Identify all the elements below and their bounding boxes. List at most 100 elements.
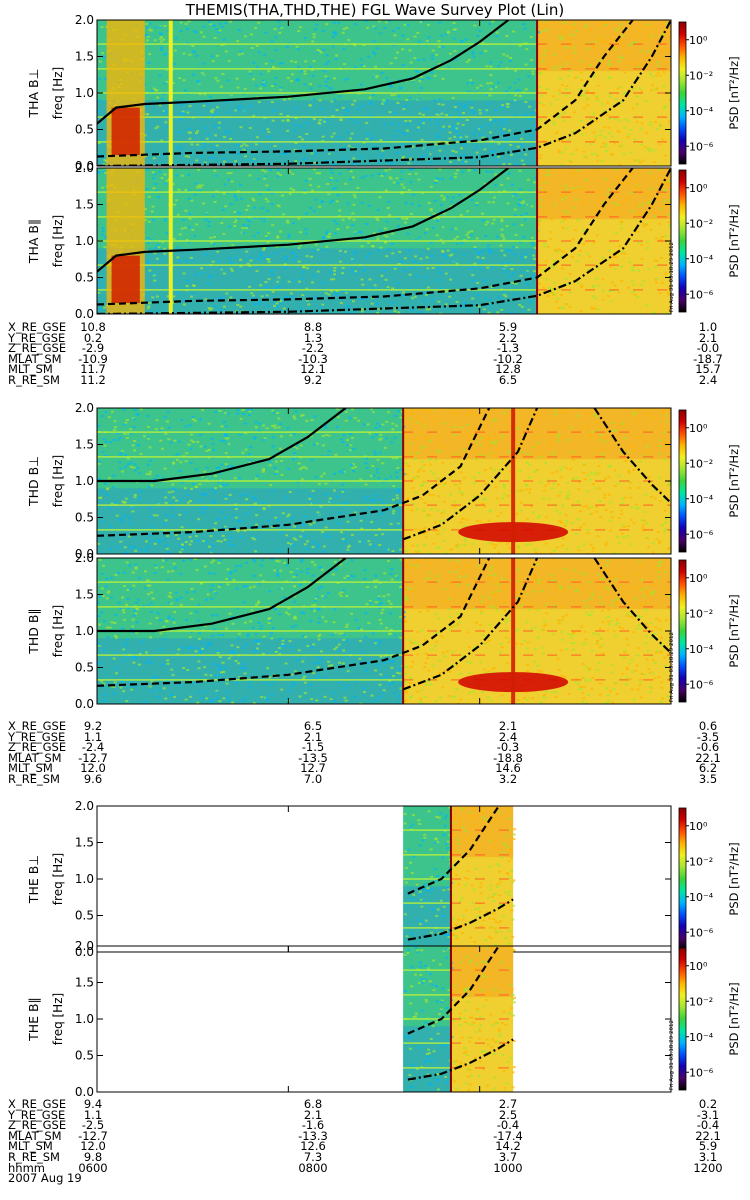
y-tick-label: 2.0 <box>75 939 94 953</box>
ephemeris-row-name: X_RE_GSE <box>8 320 67 334</box>
ephemeris-value: -12.7 <box>78 750 108 765</box>
ephemeris-value: 22.1 <box>695 750 721 765</box>
ephemeris-row-name: MLT_SM <box>8 1139 53 1154</box>
ephemeris-value: -2.4 <box>81 740 105 755</box>
colorbar-tick-label: 10⁻² <box>689 607 713 620</box>
ephemeris-value: -1.6 <box>301 1118 325 1133</box>
ephemeris-value: -18.8 <box>493 750 523 765</box>
frequency-curve-dashdot <box>407 1038 514 1081</box>
spectrogram-panel: 0.0 0.5 1.0 1.5 2.0 freq [Hz] THE B∥ 10⁰ 10⁻² 10⁻… <box>26 939 741 1099</box>
y-tick-label: 0.5 <box>75 123 94 137</box>
ephemeris-value: -0.0 <box>696 341 720 356</box>
colorbar-tick-label: 10⁻² <box>689 855 713 868</box>
ephemeris-value: -13.5 <box>298 750 328 765</box>
frequency-curve-dashdot <box>97 168 671 314</box>
colorbar-tick-label: 10⁰ <box>689 422 708 435</box>
y-tick-label: 0.0 <box>75 697 94 711</box>
colorbar-label: PSD [nT²/Hz] <box>727 594 741 667</box>
colorbar-tick-label: 10⁻⁶ <box>689 678 714 691</box>
frequency-curve-dashdot <box>407 898 514 941</box>
ephemeris-value: -2.5 <box>81 1118 105 1133</box>
ephemeris-value: 12.7 <box>300 761 326 776</box>
y-tick-label: 1.5 <box>75 198 94 212</box>
y-tick-label: 2.0 <box>75 551 94 565</box>
print-timestamp: Fri Aug 31 03:18:29 2012 <box>669 1020 675 1090</box>
ephemeris-value: 11.7 <box>80 362 106 377</box>
ephemeris-value: 2.5 <box>498 1107 518 1122</box>
colorbar-tick-label: 10⁻² <box>689 69 713 82</box>
y-tick-label: 0.5 <box>75 1049 94 1063</box>
y-tick-label: 0.5 <box>75 661 94 675</box>
ephemeris-value: 6.5 <box>303 719 323 733</box>
ephemeris-value: 1.1 <box>83 1107 103 1122</box>
ephemeris-row-name: R_RE_SM <box>8 1150 60 1164</box>
colorbar <box>678 21 687 165</box>
y-tick-label: 0.0 <box>75 1085 94 1099</box>
y-tick-label: 2.0 <box>75 799 94 813</box>
ephemeris-value: 6.8 <box>303 1097 323 1111</box>
spectrogram-panel: 0.0 0.5 1.0 1.5 2.0 freq [Hz] THA B⊥ 10⁰ 10⁻² 10⁻… <box>26 13 741 173</box>
ephemeris-value: -10.9 <box>78 351 108 366</box>
y-tick-label: 1.0 <box>75 474 94 488</box>
ephemeris-value: 2.4 <box>698 373 718 387</box>
ephemeris-value: 5.9 <box>698 1139 718 1154</box>
y-tick-label: 0.5 <box>75 511 94 525</box>
ephemeris-row-name: Z_RE_GSE <box>8 341 67 356</box>
colorbar-tick-label: 10⁰ <box>689 572 708 585</box>
ephemeris-value: 3.2 <box>498 772 518 786</box>
ephemeris-value: 9.2 <box>303 373 323 387</box>
colorbar <box>678 409 687 553</box>
figure-title: THEMIS(THA,THD,THE) FGL Wave Survey Plot… <box>185 1 565 19</box>
colorbar-tick-label: 10⁻⁶ <box>689 288 714 301</box>
panel-label: THE B∥ <box>26 997 41 1042</box>
y-tick-label: 1.5 <box>75 438 94 452</box>
ephemeris-value: 2.1 <box>498 719 518 733</box>
ephemeris-value: -13.3 <box>298 1128 328 1143</box>
colorbar-tick-label: 10⁰ <box>689 820 708 833</box>
burst-stripe <box>168 168 173 314</box>
frequency-curve-dashdot <box>402 558 539 691</box>
burst-core <box>111 255 140 304</box>
y-axis-label: freq [Hz] <box>51 853 65 905</box>
ephemeris-row-name: R_RE_SM <box>8 772 60 786</box>
spectrogram-panel: 0.0 0.5 1.0 1.5 2.0 freq [Hz] THD B∥ 10⁰ 10⁻² 10⁻… <box>26 551 741 711</box>
ephemeris-value: 7.0 <box>303 772 323 786</box>
panel-label: THA B∥ <box>26 219 41 264</box>
ephemeris-row-name: R_RE_SM <box>8 373 60 387</box>
frequency-curve-dashed <box>97 408 491 537</box>
x-tick-label: 1200 <box>693 1160 723 1175</box>
colorbar-tick-label: 10⁻² <box>689 217 713 230</box>
colorbar-tick-label: 10⁻⁴ <box>689 643 714 656</box>
ephemeris-value: -1.5 <box>301 740 325 755</box>
colorbar-tick-label: 10⁻² <box>689 995 713 1008</box>
y-tick-label: 2.0 <box>75 401 94 415</box>
frequency-curve-dashed <box>407 806 500 895</box>
panel-label: THD B⊥ <box>26 456 41 507</box>
y-tick-label: 2.0 <box>75 13 94 27</box>
colorbar-tick-label: 10⁻⁶ <box>689 926 714 939</box>
y-tick-label: 1.5 <box>75 976 94 990</box>
colorbar-tick-label: 10⁻⁶ <box>689 528 714 541</box>
time-axis-label: hhmm <box>8 1160 45 1175</box>
ephemeris-value: 2.4 <box>498 729 518 744</box>
ephemeris-row-name: Y_RE_GSE <box>8 1107 66 1122</box>
colorbar-tick-label: 10⁻⁴ <box>689 493 714 506</box>
ephemeris-row-name: X_RE_GSE <box>8 719 67 733</box>
panel-label: THE B⊥ <box>26 855 41 904</box>
y-tick-label: 0.5 <box>75 271 94 285</box>
ephemeris-value: 0.2 <box>698 1097 718 1111</box>
colorbar-label: PSD [nT²/Hz] <box>727 842 741 915</box>
ephemeris-value: 9.8 <box>83 1150 103 1164</box>
ephemeris-value: 22.1 <box>695 1128 721 1143</box>
ephemeris-value: 15.7 <box>695 362 721 377</box>
colorbar-label: PSD [nT²/Hz] <box>727 56 741 129</box>
print-timestamp: Fri Aug 31 03:18:29 2012 <box>669 632 675 702</box>
colorbar-label: PSD [nT²/Hz] <box>727 204 741 277</box>
y-tick-label: 0.0 <box>75 547 94 561</box>
x-tick-label: 0800 <box>298 1160 328 1175</box>
y-axis-label: freq [Hz] <box>51 67 65 119</box>
ephemeris-value: 9.6 <box>83 772 103 786</box>
ephemeris-value: -3.5 <box>696 729 720 744</box>
ephemeris-value: 10.8 <box>80 320 106 334</box>
